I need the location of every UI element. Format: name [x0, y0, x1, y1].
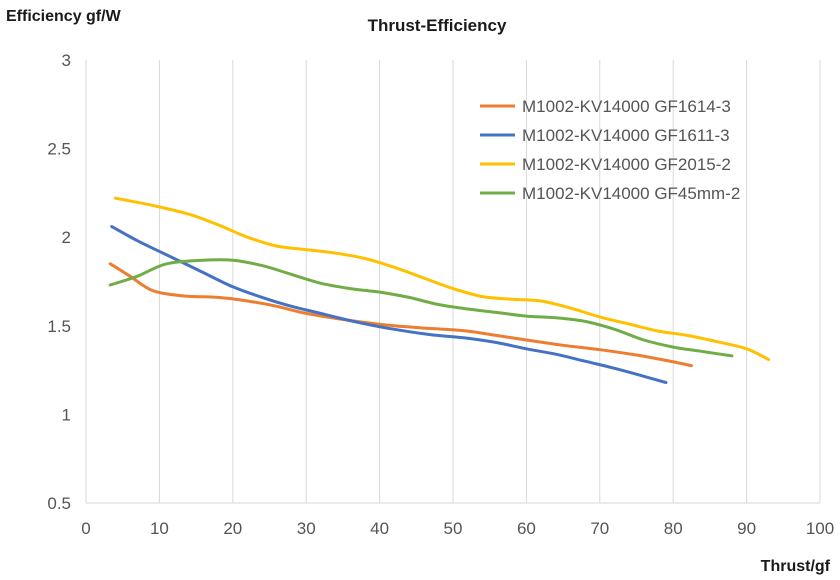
- x-tick-label: 70: [590, 519, 609, 538]
- series-line: [113, 196, 771, 361]
- legend: M1002-KV14000 GF1614-3 M1002-KV14000 GF16…: [480, 97, 740, 203]
- x-tick-label: 50: [444, 519, 463, 538]
- series-line: [108, 262, 693, 368]
- y-tick-label: 0.5: [47, 494, 71, 513]
- legend-label: M1002-KV14000 GF1614-3: [522, 97, 731, 116]
- x-tick-label: 10: [150, 519, 169, 538]
- x-axis-title: Thrust/gf: [761, 558, 831, 575]
- y-tick-label: 1.5: [47, 317, 71, 336]
- y-tick-label: 2.5: [47, 140, 71, 159]
- grid-lines: [85, 60, 821, 504]
- x-tick-label: 0: [81, 519, 90, 538]
- x-tick-label: 30: [297, 519, 316, 538]
- tick-labels: 0 10 20 30 40 50 60 70 80 90 100 0.5 1 1.5 2 2.5 3: [47, 51, 834, 538]
- x-tick-label: 90: [737, 519, 756, 538]
- y-tick-label: 3: [62, 51, 71, 70]
- series-line: [108, 258, 734, 358]
- x-tick-label: 80: [664, 519, 683, 538]
- legend-label: M1002-KV14000 GF45mm-2: [522, 184, 740, 203]
- legend-label: M1002-KV14000 GF2015-2: [522, 155, 731, 174]
- chart-title: Thrust-Efficiency: [368, 16, 507, 35]
- x-tick-label: 40: [370, 519, 389, 538]
- legend-label: M1002-KV14000 GF1611-3: [522, 126, 730, 145]
- x-tick-label: 100: [806, 519, 834, 538]
- x-tick-label: 60: [517, 519, 536, 538]
- y-tick-label: 2: [62, 228, 71, 247]
- series-lines: [108, 196, 771, 384]
- y-axis-title: Efficiency gf/W: [6, 8, 122, 25]
- x-tick-label: 20: [223, 519, 242, 538]
- y-tick-label: 1: [62, 405, 71, 424]
- series-line: [110, 225, 668, 384]
